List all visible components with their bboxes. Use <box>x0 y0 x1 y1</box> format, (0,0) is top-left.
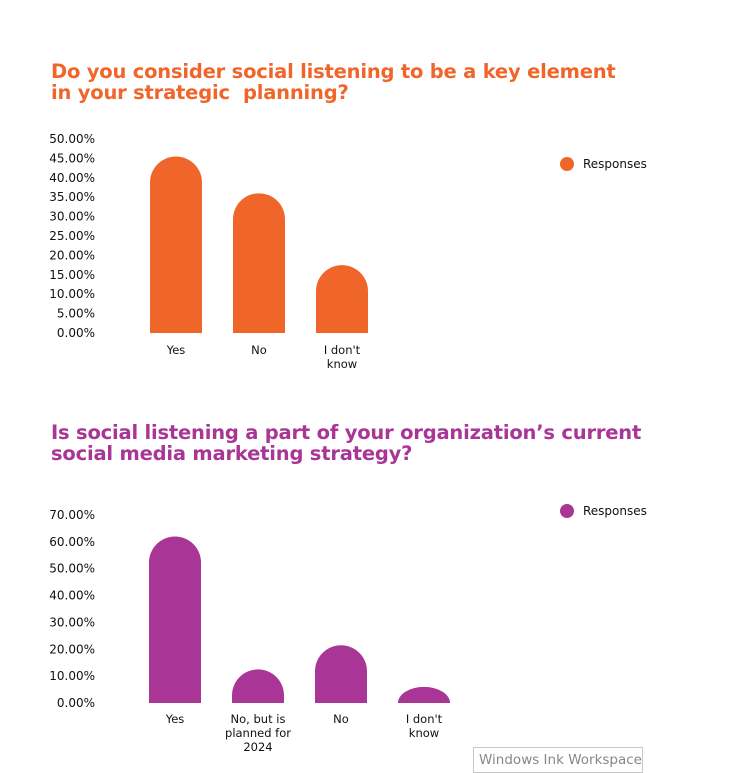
chart1-category-label: Yes <box>166 343 186 357</box>
chart1-y-tick-label: 10.00% <box>49 287 95 301</box>
chart2-title: Is social listening a part of your organ… <box>51 422 691 464</box>
chart1-y-tick-label: 20.00% <box>49 248 95 262</box>
chart2-category-label: No, but is planned for 2024 <box>225 712 291 754</box>
chart2-y-tick-label: 60.00% <box>49 535 95 549</box>
chart2-y-tick-label: 50.00% <box>49 562 95 576</box>
chart1-y-tick-label: 15.00% <box>49 268 95 282</box>
chart2-bar <box>149 536 201 703</box>
chart1-title-line-1: Do you consider social listening to be a… <box>51 60 616 83</box>
chart1-bar <box>150 156 202 333</box>
chart1-y-tick-label: 35.00% <box>49 190 95 204</box>
chart1-y-tick-label: 30.00% <box>49 210 95 224</box>
chart1-title: Do you consider social listening to be a… <box>51 61 691 103</box>
chart1-category-label: No <box>251 343 267 357</box>
chart2-bar <box>398 686 450 703</box>
chart1-plot: 50.00% 45.00% 40.00% 35.00% 30.00% 25.00% 20.0… <box>49 132 647 371</box>
chart2-category-label: No <box>333 712 349 726</box>
chart2-title-line-1: Is social listening a part of your organ… <box>51 421 642 444</box>
chart1-y-tick-label: 50.00% <box>49 132 95 146</box>
chart1-legend-swatch-icon <box>560 157 574 171</box>
chart2-category-label: Yes <box>165 712 185 726</box>
chart1-y-tick-label: 40.00% <box>49 171 95 185</box>
chart2-legend-swatch-icon <box>560 504 574 518</box>
chart1-category-label: I don't know <box>324 343 361 371</box>
chart1-bar <box>233 193 285 333</box>
windows-ink-workspace-label[interactable]: Windows Ink Workspace <box>473 747 643 773</box>
chart2-legend-label: Responses <box>583 504 647 518</box>
chart2-title-line-2: social media marketing strategy? <box>51 442 413 465</box>
chart1-title-line-2: in your strategic planning? <box>51 81 349 104</box>
chart1-legend-label: Responses <box>583 157 647 171</box>
chart1-bar <box>316 265 368 333</box>
chart1-y-tick-label: 25.00% <box>49 229 95 243</box>
chart2-bar <box>315 645 367 703</box>
chart1-y-tick-label: 0.00% <box>57 326 95 340</box>
chart1-y-tick-label: 5.00% <box>57 307 95 321</box>
chart2-bar <box>232 669 284 703</box>
chart1-y-tick-label: 45.00% <box>49 151 95 165</box>
chart2-y-tick-label: 10.00% <box>49 669 95 683</box>
chart2-category-label: I don't know <box>406 712 443 740</box>
chart2-y-tick-label: 40.00% <box>49 589 95 603</box>
chart2-y-tick-label: 30.00% <box>49 615 95 629</box>
chart2-plot: 70.00% 60.00% 50.00% 40.00% 30.00% 20.00% 10.0… <box>49 504 647 754</box>
chart2-y-tick-label: 70.00% <box>49 508 95 522</box>
chart2-y-tick-label: 20.00% <box>49 642 95 656</box>
chart2-y-tick-label: 0.00% <box>57 696 95 710</box>
